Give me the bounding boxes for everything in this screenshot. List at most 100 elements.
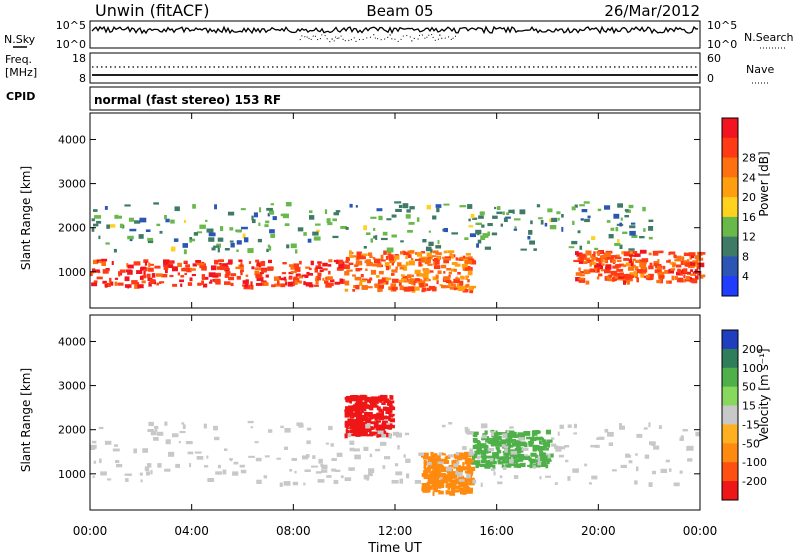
- data-cell: [259, 271, 264, 274]
- colorbar-tick-label: 28: [742, 152, 756, 165]
- data-cell: [380, 441, 387, 446]
- data-cell: [473, 460, 481, 464]
- nsearch-series: [300, 34, 698, 42]
- data-cell: [212, 274, 219, 278]
- data-cell: [628, 274, 634, 278]
- data-cell: [483, 447, 489, 453]
- data-cell: [506, 430, 510, 434]
- data-cell: [431, 479, 438, 483]
- data-cell: [528, 230, 533, 235]
- data-cell: [572, 220, 575, 225]
- data-cell: [335, 469, 341, 472]
- data-cell: [163, 265, 169, 270]
- data-cell: [600, 257, 604, 263]
- data-cell: [115, 460, 120, 463]
- data-cell: [436, 252, 442, 256]
- data-cell: [251, 215, 254, 221]
- data-cell: [425, 483, 431, 489]
- data-cell: [642, 206, 646, 212]
- data-cell: [506, 432, 510, 437]
- data-cell: [545, 429, 551, 435]
- data-cell: [386, 247, 394, 253]
- data-cell: [382, 424, 387, 427]
- data-cell: [264, 455, 270, 458]
- data-cell: [268, 429, 273, 433]
- data-cell: [357, 268, 363, 271]
- data-cell: [546, 442, 550, 448]
- data-cell: [585, 280, 590, 285]
- data-cell: [378, 285, 384, 289]
- data-cell: [653, 445, 660, 450]
- data-cell: [381, 259, 386, 262]
- data-cell: [436, 280, 439, 285]
- data-cell: [232, 471, 239, 476]
- data-cell: [356, 419, 359, 423]
- data-cell: [457, 286, 465, 292]
- data-cell: [316, 229, 320, 233]
- data-cell: [94, 215, 102, 219]
- data-cell: [586, 250, 592, 256]
- data-cell: [443, 271, 446, 274]
- data-cell: [350, 395, 354, 398]
- nsky-series: [91, 25, 699, 35]
- data-cell: [448, 282, 451, 287]
- data-cell: [657, 272, 661, 275]
- x-tick-label: 00:00: [683, 524, 718, 538]
- data-cell: [182, 424, 186, 429]
- y-tick-label: 1000: [58, 468, 86, 481]
- data-cell: [545, 459, 552, 462]
- data-cell: [449, 251, 453, 255]
- data-cell: [355, 278, 362, 281]
- data-cell: [181, 267, 186, 272]
- data-cell: [345, 395, 353, 400]
- data-cell: [448, 465, 455, 468]
- data-cell: [189, 277, 193, 282]
- data-cell: [261, 268, 267, 273]
- data-cell: [431, 482, 438, 488]
- data-cell: [491, 468, 495, 471]
- data-cell: [269, 267, 272, 270]
- data-cell: [530, 437, 536, 440]
- data-cell: [432, 276, 439, 281]
- data-cell: [214, 259, 219, 265]
- data-cell: [473, 438, 476, 441]
- data-cell: [315, 279, 319, 285]
- data-cell: [361, 409, 364, 414]
- data-cell: [397, 262, 402, 267]
- data-cell: [201, 276, 209, 280]
- data-cell: [108, 224, 116, 228]
- data-cell: [331, 458, 337, 461]
- data-cell: [274, 283, 281, 287]
- y-tick-label: 3000: [58, 178, 86, 191]
- nsky-tick-bottom: 10^0: [56, 38, 86, 51]
- data-cell: [437, 270, 442, 274]
- data-cell: [310, 260, 314, 266]
- data-cell: [415, 258, 421, 261]
- data-cell: [672, 263, 677, 267]
- data-cell: [574, 204, 578, 208]
- data-cell: [199, 263, 206, 269]
- data-cell: [666, 280, 672, 284]
- data-cell: [659, 275, 665, 279]
- data-cell: [303, 281, 306, 286]
- data-cell: [101, 261, 106, 266]
- data-cell: [648, 252, 652, 256]
- data-cell: [305, 266, 311, 269]
- data-cell: [388, 416, 391, 421]
- data-cell: [203, 423, 207, 429]
- data-cell: [629, 455, 632, 458]
- data-cell: [571, 206, 576, 211]
- data-cell: [648, 219, 654, 222]
- data-cell: [217, 237, 224, 242]
- data-cell: [479, 211, 485, 216]
- data-cell: [488, 448, 495, 451]
- data-cell: [376, 406, 381, 411]
- data-cell: [204, 465, 209, 468]
- data-cell: [677, 268, 681, 273]
- data-cell: [503, 217, 508, 222]
- data-cell: [142, 448, 148, 453]
- data-cell: [224, 281, 231, 285]
- data-cell: [623, 279, 630, 283]
- data-cell: [314, 267, 318, 273]
- data-cell: [623, 258, 630, 261]
